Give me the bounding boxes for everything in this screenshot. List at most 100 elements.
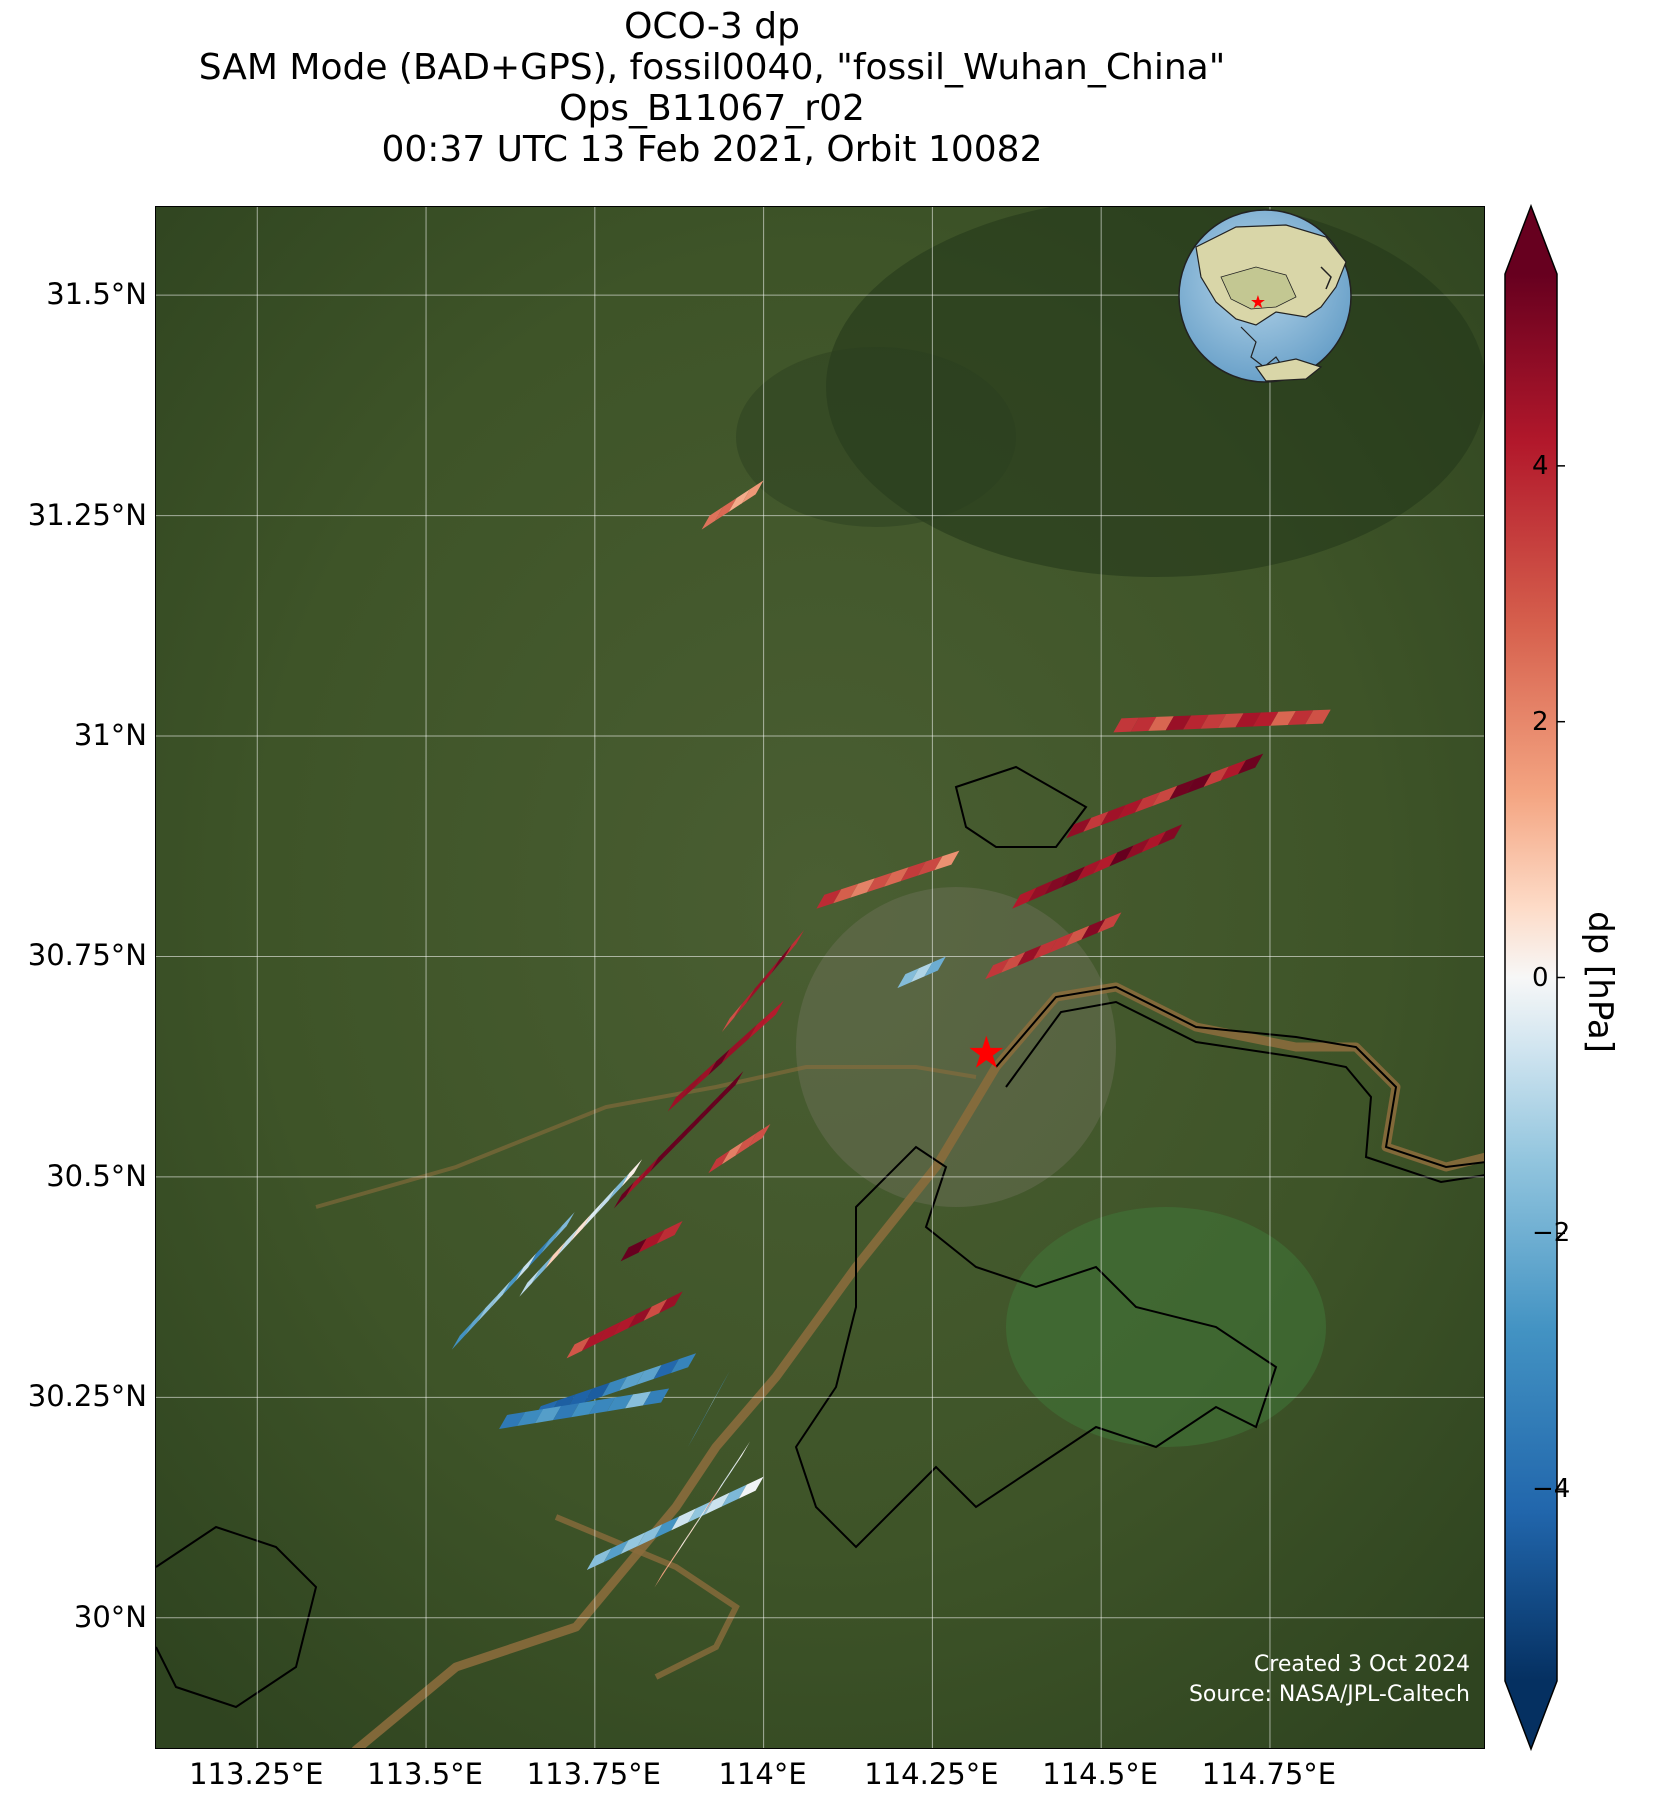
sounding-pixel	[746, 974, 767, 1003]
sounding-pixel	[643, 1299, 668, 1321]
globe-land-japan	[1320, 266, 1332, 290]
lon-tick-label: 113.5°E	[367, 1757, 483, 1791]
sounding-pixel	[917, 856, 943, 876]
sounding-pixel	[771, 944, 792, 974]
sounding-pixel	[1044, 873, 1069, 895]
coastline-river-lower	[1005, 1000, 1484, 1184]
sounding-pixel	[721, 1141, 744, 1165]
sounding-pixel	[900, 861, 926, 882]
sounding-pixel	[613, 1182, 634, 1209]
lake-area	[1006, 1207, 1326, 1447]
sounding-pixel	[490, 1280, 511, 1309]
coastline-lakes	[794, 1145, 1278, 1549]
lon-tick-label: 114.25°E	[864, 1757, 999, 1791]
sounding-pixel	[704, 1492, 730, 1515]
sounding-pixel	[1125, 838, 1150, 860]
sounding-pixel	[712, 1470, 731, 1500]
sounding-pixel	[686, 1108, 707, 1135]
created-date-credit: Created 3 Oct 2024	[1253, 1652, 1470, 1677]
sounding-pixel	[701, 506, 724, 530]
sounding-pixel	[1220, 760, 1247, 781]
sounding-pixel	[722, 1456, 741, 1485]
target-marker-layer: ★	[967, 1027, 1006, 1078]
sounding-pixel	[1060, 866, 1085, 888]
sounding-pixel	[586, 1548, 612, 1571]
sounding-pixel	[748, 1012, 771, 1039]
sounding-pixel	[619, 1370, 645, 1391]
sounding-pixel	[608, 1172, 630, 1201]
sounding-pixel	[681, 1073, 703, 1100]
sounding-pixel	[762, 1000, 784, 1027]
sounding-pixel	[589, 1397, 616, 1415]
sounding-pixel	[553, 1212, 575, 1240]
source-credit: Source: NASA/JPL-Caltech	[1188, 1682, 1470, 1707]
sounding-pixel	[1200, 713, 1227, 729]
sounding-pixel	[535, 1406, 562, 1424]
sounding-pixel	[816, 889, 842, 909]
sounding-pixel	[653, 1359, 679, 1379]
sounding-pixels	[451, 480, 1331, 1588]
sounding-pixel	[464, 1308, 486, 1336]
sounding-pixel	[638, 1229, 665, 1253]
lat-tick-label: 30.25°N	[27, 1379, 147, 1414]
sounding-pixel	[519, 1268, 541, 1297]
sounding-pixel	[1049, 932, 1074, 953]
map-canvas[interactable]: ★ ★	[156, 207, 1485, 1749]
sounding-pixel	[499, 1412, 526, 1429]
sounding-pixel	[597, 1321, 621, 1344]
lon-tick-label: 114.75°E	[1201, 1757, 1337, 1791]
sounding-pixel	[910, 962, 933, 983]
sounding-pixel	[541, 1225, 562, 1254]
sounding-pixel	[625, 1169, 647, 1197]
sounding-pixel	[721, 1484, 747, 1507]
sounding-pixel	[735, 1024, 757, 1051]
sounding-pixel	[708, 1049, 730, 1076]
sounding-pixel	[636, 1364, 662, 1385]
sounding-pixel	[654, 1516, 680, 1539]
sounding-pixel	[688, 1500, 713, 1523]
coastline-ne-lakes	[954, 765, 1088, 848]
sounding-pixel	[656, 1220, 683, 1244]
sounding-pixel	[723, 1071, 744, 1098]
sounding-pixel	[603, 1540, 629, 1563]
sounding-pixel	[735, 1132, 757, 1156]
sounding-pixel	[1235, 712, 1261, 728]
urban-area	[796, 887, 1116, 1207]
sounding-pixel	[1134, 792, 1161, 813]
sounding-pixel	[502, 1267, 524, 1295]
sounding-pixel	[742, 480, 764, 504]
sounding-pixel	[694, 1061, 717, 1088]
sounding-pixel	[1066, 817, 1092, 839]
sounding-pixel	[1183, 714, 1209, 730]
sounding-pixel	[1157, 824, 1183, 846]
sounding-pixel	[1097, 912, 1122, 933]
sounding-pixel	[625, 1391, 652, 1409]
coastline-river-upper	[995, 985, 1484, 1169]
colorbar-label: dp [hPa]	[1580, 911, 1620, 1053]
sounding-pixel	[721, 1003, 743, 1033]
sounding-pixel	[667, 1085, 690, 1112]
lat-tick-label: 30.5°N	[46, 1158, 147, 1193]
sounding-pixel	[674, 1120, 695, 1147]
sounding-pixel	[688, 1417, 705, 1447]
sounding-pixel	[732, 1441, 751, 1471]
sounding-pixel	[704, 1386, 722, 1416]
map-panel[interactable]: ★ ★	[155, 206, 1485, 1749]
sounding-pixel	[713, 1370, 730, 1401]
title-line-4: 00:37 UTC 13 Feb 2021, Orbit 10082	[381, 129, 1043, 170]
sounding-pixel	[571, 1400, 598, 1418]
colorbar-extend-top	[1505, 206, 1557, 274]
sounding-pixel	[703, 1485, 721, 1515]
sounding-pixel	[1238, 753, 1264, 775]
title-line-2: SAM Mode (BAD+GPS), fossil0040, "fossil_…	[198, 47, 1226, 88]
sounding-pixel	[612, 1314, 637, 1336]
sounding-pixel	[1141, 831, 1166, 853]
colorbar-tick-label: −2	[1532, 1218, 1571, 1249]
sounding-pixel	[671, 1508, 697, 1531]
sounding-pixel	[557, 1227, 579, 1256]
sounding-pixel	[683, 1514, 702, 1544]
title-line-3: Ops_B11067_r02	[559, 88, 865, 129]
title-line-1: OCO-3 dp	[624, 6, 800, 47]
inset-globe: ★	[1178, 209, 1352, 383]
colorbar-tick-label: −4	[1532, 1474, 1571, 1505]
